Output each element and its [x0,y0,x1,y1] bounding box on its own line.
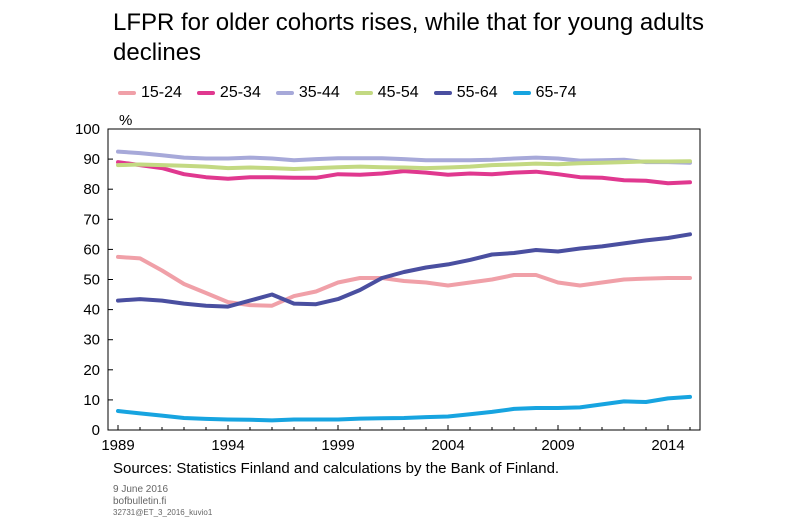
legend-swatch [433,91,452,95]
footer-site: bofbulletin.fi [113,496,167,507]
y-tick-label: 70 [83,211,100,228]
series-line-65-74 [116,394,692,423]
x-tick-label: 1999 [321,437,354,454]
y-tick-label: 80 [83,181,100,198]
legend-label: 35-44 [298,84,340,101]
legend-item-35-44: 35-44 [275,84,340,102]
legend-label: 65-74 [535,84,577,101]
series-line-35-44 [116,149,692,165]
legend-item-55-64: 55-64 [433,84,498,102]
y-tick-label: 0 [92,422,100,439]
legend-swatch [354,91,373,95]
series-line-55-64 [116,232,692,309]
y-tick-label: 50 [83,272,100,289]
footer-code: 32731@ET_3_2016_kuvio1 [113,508,213,517]
chart-legend: 15-24 25-34 35-44 45-54 55-64 65-74 [118,82,592,104]
y-tick-label: 40 [83,302,100,319]
y-tick-label: 90 [83,151,100,168]
legend-swatch [275,91,294,95]
series-line-45-54 [116,159,692,171]
x-tick-label: 1989 [101,437,134,454]
y-tick-label: 30 [83,332,100,349]
y-tick-label: 10 [83,392,100,409]
line-chart: 0 10 20 30 40 50 60 70 80 90 100 1989 1994 1999 2004 2… [75,112,701,454]
y-axis-unit-label: % [119,112,132,129]
legend-swatch [512,91,531,95]
legend-label: 15-24 [141,84,182,101]
x-tick-label: 2004 [431,437,464,454]
legend-item-45-54: 45-54 [354,84,419,102]
legend-item-65-74: 65-74 [512,84,577,102]
sources-note: Sources: Statistics Finland and calculat… [113,460,560,477]
legend-label: 25-34 [219,84,261,101]
series-line-15-24 [116,254,692,308]
series-line-25-34 [116,160,692,186]
chart-title: LFPR for older cohorts rises, while that… [113,9,704,66]
legend-item-15-24: 15-24 [118,84,182,102]
legend-swatch [196,91,215,95]
legend-label: 45-54 [377,84,419,101]
x-tick-label: 2014 [651,437,684,454]
x-tick-label: 2009 [541,437,574,454]
footer-date: 9 June 2016 [113,484,169,495]
legend-item-25-34: 25-34 [196,84,261,102]
x-tick-label: 1994 [211,437,244,454]
y-tick-label: 100 [75,121,100,138]
y-tick-label: 20 [83,362,100,379]
y-tick-label: 60 [83,241,100,258]
legend-label: 55-64 [456,84,498,101]
legend-swatch [118,91,136,95]
